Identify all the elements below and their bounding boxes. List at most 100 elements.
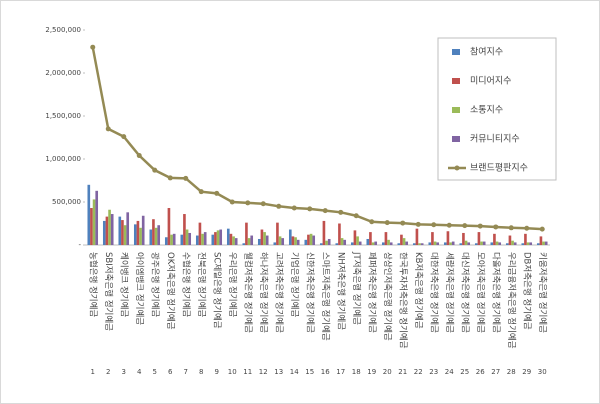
bar [402,238,406,245]
bar [343,239,347,245]
y-tick-label: 2,500,000 [45,26,81,34]
rank-label: 23 [429,368,438,376]
bar [180,234,184,245]
bar [389,242,393,245]
line-marker [136,153,142,159]
rank-label: 3 [122,368,126,376]
bar [214,232,217,245]
bar [511,240,514,245]
bar [405,241,409,245]
bar [105,216,109,245]
rank-label: 2 [106,368,110,376]
bar [431,232,434,245]
y-tick-label: 1,000,000 [45,155,81,163]
bar [195,235,199,245]
x-tick-label: 하나저축은행 정기예금 [258,252,269,333]
bar [278,236,282,245]
bar [322,220,326,245]
x-tick-label: 아이엠뱅크 정기예금 [134,252,145,325]
rank-label: 19 [367,368,376,376]
bar [90,208,93,245]
bar [327,238,331,245]
bar [102,220,106,245]
line-marker [276,203,282,209]
line-marker [369,219,375,225]
bar [203,232,207,245]
rank-label: 21 [398,368,407,376]
bar [451,241,455,245]
bar [183,214,186,245]
rank-label: 29 [522,368,531,376]
rank-label: 7 [184,368,188,376]
bar [338,223,341,245]
legend-label: 브랜드평판지수 [470,163,528,174]
rank-label: 30 [538,368,547,376]
line-marker [245,200,251,206]
x-tick-label: 다올저축은행 정기예금 [490,252,501,333]
x-tick-label: 수협은행 정기예금 [180,252,191,317]
line [91,46,543,231]
bar [358,241,362,245]
bar [495,241,499,245]
bar [446,231,450,245]
rank-label: 16 [321,368,330,376]
x-tick-label: KB저축은행 정기예금 [413,252,424,329]
x-tick-label: SC제일은행 정기예금 [211,252,222,329]
bar [242,243,246,245]
y-tick-label: 500,000 [52,198,81,206]
rank-label: 11 [243,368,252,376]
bar [216,230,220,245]
bar [521,243,525,245]
bar [459,243,463,245]
legend-label: 소통지수 [470,105,503,116]
line-marker [105,126,111,132]
bar [263,232,266,245]
bar [232,236,235,245]
rank-label: 28 [507,368,516,376]
bar [335,243,339,245]
line-marker [90,44,96,50]
line-marker [322,208,328,214]
bar [371,242,375,245]
bar [304,239,308,245]
rank-label: 12 [259,368,268,376]
bar [136,220,140,245]
line-marker [121,134,127,140]
rank-label: 22 [414,368,423,376]
y-tick-label: 2,000,000 [45,69,81,77]
bar [201,233,204,245]
bar [477,232,481,245]
x-tick-label: 모아저축은행 정기예금 [475,252,486,333]
bar [415,228,419,245]
bar [198,222,202,245]
bar [154,227,158,245]
line-marker [446,222,452,228]
x-tick-label: NH저축은행 정기예금 [335,252,346,330]
bar [418,243,421,245]
bar [126,212,130,245]
bar [505,243,509,245]
legend-label: 커뮤니티지수 [470,134,520,145]
bar [247,238,251,245]
bar [211,234,215,245]
bar [462,232,465,245]
bar [276,222,279,245]
bar [288,229,292,245]
x-tick-label: 대한저축은행 정기예금 [428,252,439,333]
bar [229,233,233,245]
bar [164,237,168,245]
bar [467,242,471,245]
bar [294,237,297,245]
rank-label: 18 [352,368,361,376]
bar [172,233,176,245]
bar [443,242,447,245]
rank-label: 9 [215,368,219,376]
bar [312,235,316,245]
x-tick-label: 세람저축은행 정기예금 [444,252,455,333]
rank-label: 6 [168,368,173,376]
legend-swatch [452,107,460,113]
line-marker [167,175,173,181]
x-tick-label: 농협은행 정기예금 [87,252,98,317]
